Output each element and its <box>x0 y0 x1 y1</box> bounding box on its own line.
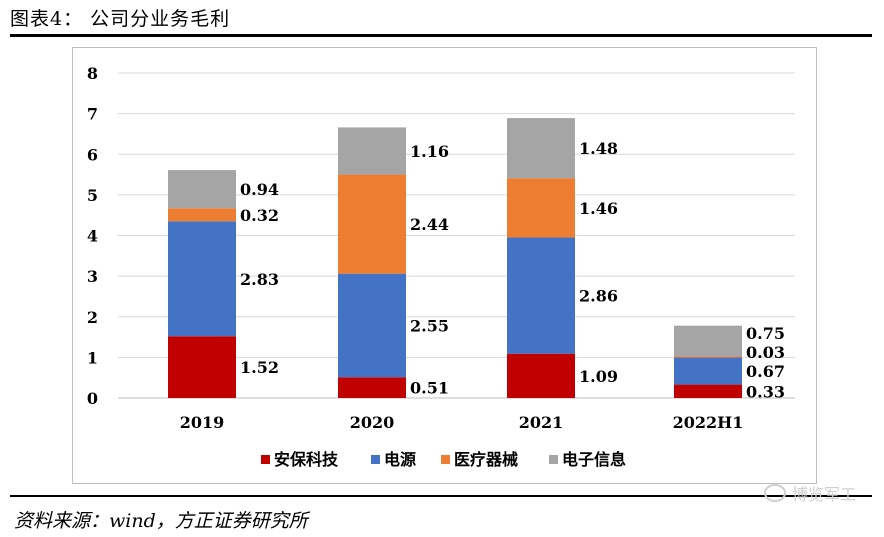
bar-segment <box>674 384 742 398</box>
bar-segment <box>168 221 236 337</box>
legend-swatch <box>549 455 558 464</box>
bar-segment <box>674 356 742 358</box>
legend-label: 安保科技 <box>274 450 339 469</box>
x-tick-label: 2022H1 <box>673 413 744 432</box>
bar-segment <box>168 208 236 222</box>
legend-swatch <box>261 455 270 464</box>
data-label: 0.33 <box>746 382 785 401</box>
watermark: 博览军工 <box>763 481 856 505</box>
chart-frame <box>72 47 817 484</box>
bar-segment <box>674 325 742 357</box>
y-tick-label: 5 <box>87 186 98 205</box>
bar-segment <box>507 118 575 179</box>
bar-segment <box>168 336 236 398</box>
data-label: 2.44 <box>410 215 449 234</box>
bar-segment <box>338 377 406 398</box>
data-label: 1.16 <box>410 142 449 161</box>
data-label: 1.52 <box>240 358 279 377</box>
bar-segment <box>507 353 575 398</box>
data-label: 0.32 <box>240 206 279 225</box>
legend-label: 电子信息 <box>562 450 626 469</box>
data-label: 0.51 <box>410 379 449 398</box>
data-label: 2.86 <box>579 287 618 306</box>
y-tick-label: 0 <box>87 389 98 408</box>
data-label: 2.55 <box>410 316 449 335</box>
top-rule <box>10 34 872 37</box>
data-labels: 1.52 2.83 0.32 0.94 0.51 2.55 2.44 1.16 1.09 2.86… <box>240 139 785 401</box>
x-tick-label: 2019 <box>180 413 225 432</box>
y-tick-label: 6 <box>87 145 98 164</box>
source-note: 资料来源：wind，方正证券研究所 <box>14 510 308 532</box>
y-tick-label: 1 <box>87 348 98 367</box>
legend-swatch <box>371 455 380 464</box>
wechat-icon <box>763 484 786 502</box>
data-label: 0.75 <box>746 324 785 343</box>
legend-label: 电源 <box>384 450 416 469</box>
bar-segment <box>338 174 406 274</box>
bar-segment <box>507 178 575 238</box>
y-tick-label: 4 <box>87 227 98 246</box>
data-label: 0.67 <box>746 362 785 381</box>
bar-segment <box>338 273 406 378</box>
bars <box>168 118 742 398</box>
data-label: 1.09 <box>579 367 618 386</box>
y-tick-label: 3 <box>87 267 98 286</box>
y-axis: 0 1 2 3 4 5 6 7 8 <box>87 64 98 408</box>
bar-segment <box>507 237 575 354</box>
y-tick-label: 7 <box>87 105 98 124</box>
data-label: 2.83 <box>240 270 279 289</box>
figure-title: 图表4： 公司分业务毛利 <box>10 8 231 30</box>
bottom-rule <box>10 495 872 497</box>
y-tick-label: 2 <box>87 308 98 327</box>
x-tick-label: 2021 <box>519 413 564 432</box>
bar-segment <box>674 357 742 385</box>
x-tick-label: 2020 <box>350 413 395 432</box>
watermark-text: 博览军工 <box>791 485 856 504</box>
data-label: 0.94 <box>240 180 279 199</box>
legend-swatch <box>441 455 450 464</box>
legend: 安保科技 电源 医疗器械 电子信息 <box>261 450 626 469</box>
x-axis: 2019 2020 2021 2022H1 <box>180 413 744 432</box>
bar-segment <box>168 170 236 209</box>
data-label: 0.03 <box>746 343 785 362</box>
legend-label: 医疗器械 <box>454 450 518 469</box>
data-label: 1.46 <box>579 199 618 218</box>
y-tick-label: 8 <box>87 64 98 83</box>
data-label: 1.48 <box>579 139 618 158</box>
bar-segment <box>338 127 406 175</box>
